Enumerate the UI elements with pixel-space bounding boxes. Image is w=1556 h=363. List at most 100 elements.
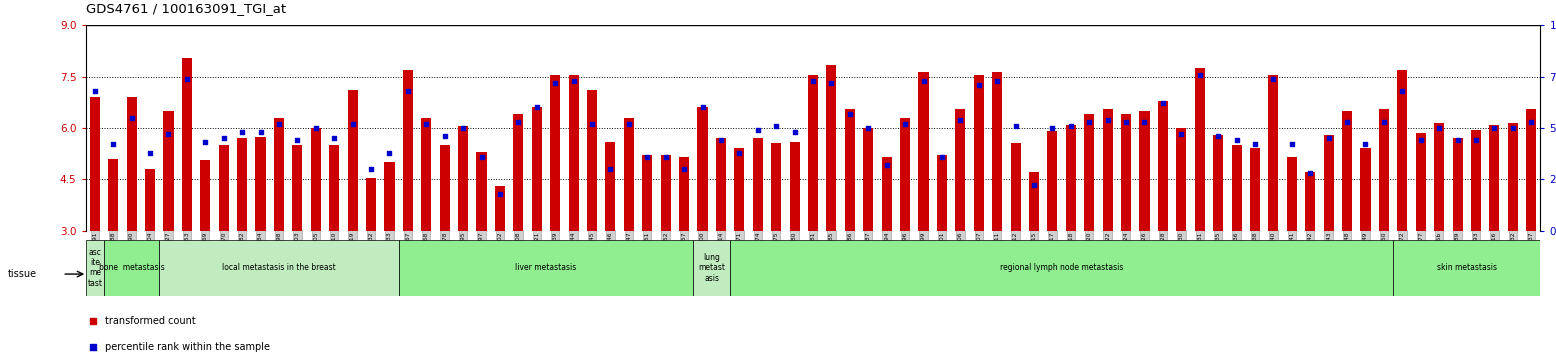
Bar bbox=[1249, 148, 1260, 231]
Bar bbox=[1029, 172, 1039, 231]
Bar bbox=[495, 186, 506, 231]
Point bbox=[893, 121, 918, 127]
Bar bbox=[974, 75, 983, 231]
Bar bbox=[1379, 109, 1390, 231]
Point bbox=[818, 80, 843, 86]
Bar bbox=[1470, 130, 1481, 231]
Point bbox=[654, 154, 678, 160]
Bar bbox=[347, 90, 358, 231]
Text: local metastasis in the breast: local metastasis in the breast bbox=[223, 263, 336, 272]
Point bbox=[1133, 119, 1158, 125]
Point bbox=[764, 123, 789, 129]
Point bbox=[395, 88, 420, 94]
Bar bbox=[90, 97, 100, 231]
Bar bbox=[1103, 109, 1113, 231]
Point bbox=[1004, 123, 1029, 129]
Point bbox=[101, 142, 126, 147]
Point bbox=[635, 154, 660, 160]
Point bbox=[433, 133, 457, 139]
Bar bbox=[1214, 135, 1223, 231]
Bar bbox=[697, 107, 708, 231]
Bar bbox=[568, 75, 579, 231]
Bar bbox=[330, 145, 339, 231]
Bar bbox=[1010, 143, 1021, 231]
Point bbox=[1187, 72, 1212, 78]
Point bbox=[1260, 76, 1285, 82]
Point bbox=[966, 82, 991, 88]
Point bbox=[322, 135, 347, 141]
Point bbox=[543, 80, 568, 86]
Bar bbox=[1435, 123, 1444, 231]
Point bbox=[487, 191, 512, 196]
Bar bbox=[1195, 68, 1204, 231]
Text: asc
ite
me
tast: asc ite me tast bbox=[87, 248, 103, 288]
Point bbox=[1316, 135, 1341, 141]
Bar bbox=[1158, 101, 1169, 231]
Text: transformed count: transformed count bbox=[104, 316, 196, 326]
Point bbox=[120, 115, 145, 121]
Bar bbox=[1066, 125, 1075, 231]
Bar bbox=[1360, 148, 1371, 231]
Text: GDS4761 / 100163091_TGI_at: GDS4761 / 100163091_TGI_at bbox=[86, 2, 286, 15]
Point bbox=[156, 131, 180, 137]
Bar bbox=[1508, 123, 1519, 231]
Bar bbox=[457, 126, 468, 231]
Bar bbox=[734, 148, 744, 231]
Text: percentile rank within the sample: percentile rank within the sample bbox=[104, 342, 271, 352]
Point bbox=[1169, 131, 1193, 137]
Bar bbox=[1305, 172, 1315, 231]
Bar bbox=[1120, 114, 1131, 231]
Point bbox=[1077, 119, 1102, 125]
Bar bbox=[255, 136, 266, 231]
Bar bbox=[1176, 128, 1186, 231]
Bar bbox=[403, 70, 412, 231]
Bar bbox=[1489, 125, 1500, 231]
Bar bbox=[551, 75, 560, 231]
Bar bbox=[237, 138, 247, 231]
Point bbox=[1464, 137, 1489, 143]
Point bbox=[1427, 125, 1452, 131]
Point bbox=[616, 121, 641, 127]
Bar bbox=[808, 75, 818, 231]
Bar bbox=[182, 58, 191, 231]
Point bbox=[1371, 119, 1396, 125]
Point bbox=[1243, 142, 1268, 147]
Point bbox=[1408, 137, 1433, 143]
Bar bbox=[678, 157, 689, 231]
Point bbox=[1298, 170, 1323, 176]
Point bbox=[1095, 117, 1120, 123]
Point bbox=[174, 76, 199, 82]
Bar bbox=[587, 90, 598, 231]
Bar bbox=[826, 65, 837, 231]
Point bbox=[783, 129, 808, 135]
Bar bbox=[1324, 135, 1333, 231]
Point bbox=[82, 88, 107, 94]
Point bbox=[506, 119, 531, 125]
Point bbox=[562, 78, 587, 84]
Point bbox=[1206, 133, 1231, 139]
Point bbox=[212, 135, 237, 141]
Point bbox=[837, 111, 862, 117]
Point bbox=[1519, 119, 1544, 125]
Bar bbox=[384, 162, 395, 231]
Point bbox=[451, 125, 476, 131]
Point bbox=[1225, 137, 1249, 143]
Text: bone  metastasis: bone metastasis bbox=[98, 263, 165, 272]
Bar bbox=[201, 160, 210, 231]
Text: liver metastasis: liver metastasis bbox=[515, 263, 577, 272]
Point bbox=[1354, 142, 1379, 147]
Bar bbox=[1393, 240, 1540, 296]
Point bbox=[689, 105, 714, 110]
Point bbox=[800, 78, 825, 84]
Bar bbox=[293, 145, 302, 231]
Bar bbox=[1341, 111, 1352, 231]
Bar bbox=[398, 240, 694, 296]
Bar bbox=[107, 159, 118, 231]
Bar bbox=[899, 118, 910, 231]
Point bbox=[524, 105, 549, 110]
Point bbox=[1446, 137, 1470, 143]
Bar bbox=[366, 178, 377, 231]
Bar bbox=[163, 111, 174, 231]
Bar bbox=[1268, 75, 1279, 231]
Point bbox=[579, 121, 604, 127]
